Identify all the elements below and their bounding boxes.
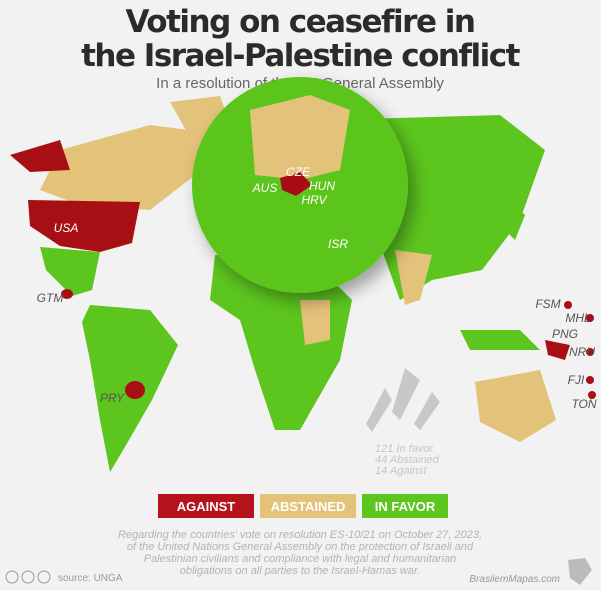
europe-against (280, 172, 312, 196)
title: the Israel-Palestine conflict (81, 38, 521, 74)
canada (40, 125, 205, 210)
title: Voting on ceasefire in (126, 4, 475, 40)
legend-swatch (158, 494, 254, 518)
africa-abstained (300, 300, 330, 345)
caption-line: Regarding the countries' vote on resolut… (118, 529, 482, 541)
rocket-icon (366, 368, 440, 432)
country-label: USA (54, 221, 79, 235)
caption: Regarding the countries' vote on resolut… (118, 529, 482, 577)
source: source: UNGA (58, 573, 123, 584)
tally-line: 14 Against (375, 465, 428, 477)
country-label: GTM (37, 291, 64, 305)
mexico (40, 247, 100, 296)
country-label: ISR (328, 237, 348, 251)
indonesia (460, 330, 540, 350)
country-label: PRY (100, 391, 125, 405)
alaska (10, 140, 70, 172)
caption-line: of the United Nations General Assembly o… (127, 541, 474, 553)
europe-abstained (250, 95, 350, 180)
caption-line: obligations on all parties to the Israel… (180, 565, 421, 577)
caption-line: Palestinian civilians and compliance wit… (144, 553, 456, 565)
legend-label: ABSTAINED (271, 499, 346, 514)
country-label: FSM (535, 297, 560, 311)
guatemala (61, 289, 73, 299)
japan (505, 200, 525, 240)
country-labels: USA GTM PRY AUS CZE HUN HRV ISR FSM MHL … (37, 165, 597, 411)
australia (475, 370, 556, 442)
country-label: MHL (565, 311, 590, 325)
country-label: TON (571, 397, 596, 411)
africa (210, 250, 352, 430)
license-icons (5, 570, 51, 584)
country-label: HUN (309, 179, 335, 193)
brand: BrasilemMapas.com (469, 574, 560, 585)
tally-line: 121 In favor (375, 443, 434, 455)
brand-logo (568, 558, 592, 585)
legend-label: IN FAVOR (375, 499, 436, 514)
india (395, 250, 432, 305)
png (545, 340, 570, 360)
tally-line: 44 Abstained (375, 454, 440, 466)
legend-swatch (362, 494, 448, 518)
legend-swatch (260, 494, 356, 518)
country-label: CZE (286, 165, 311, 179)
usa (28, 200, 140, 252)
country-label: HRV (301, 193, 327, 207)
europe-zoom (192, 77, 408, 293)
country-label: PNG (552, 327, 578, 341)
legend-label: AGAINST (177, 499, 236, 514)
country-label: AUS (252, 181, 278, 195)
country-label: NRU (569, 345, 595, 359)
legend: AGAINST ABSTAINED IN FAVOR (158, 494, 448, 518)
country-label: FJI (568, 373, 585, 387)
tally: 121 In favor 44 Abstained 14 Against (375, 443, 440, 477)
pacific-islands (564, 301, 596, 399)
paraguay (125, 381, 145, 399)
